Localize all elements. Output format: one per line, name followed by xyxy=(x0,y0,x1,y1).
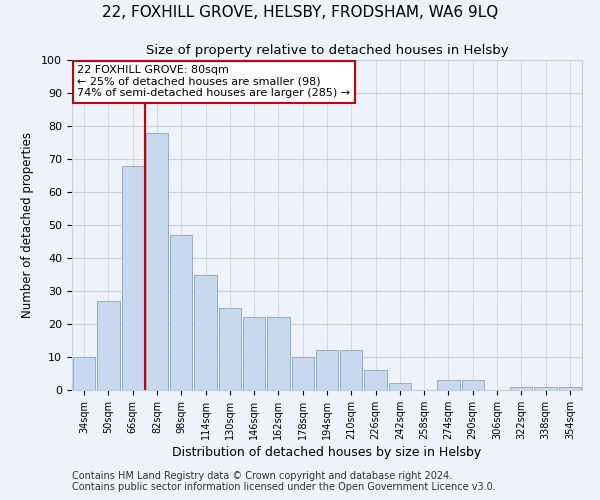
Bar xyxy=(73,357,95,390)
Title: Size of property relative to detached houses in Helsby: Size of property relative to detached ho… xyxy=(146,44,508,58)
Bar xyxy=(535,386,557,390)
Bar xyxy=(122,166,144,390)
Text: 22 FOXHILL GROVE: 80sqm
← 25% of detached houses are smaller (98)
74% of semi-de: 22 FOXHILL GROVE: 80sqm ← 25% of detache… xyxy=(77,65,350,98)
Y-axis label: Number of detached properties: Number of detached properties xyxy=(22,132,34,318)
Bar xyxy=(267,318,290,390)
Bar xyxy=(218,308,241,390)
Bar xyxy=(316,350,338,390)
Text: Contains HM Land Registry data © Crown copyright and database right 2024.
Contai: Contains HM Land Registry data © Crown c… xyxy=(72,471,496,492)
Bar xyxy=(364,370,387,390)
X-axis label: Distribution of detached houses by size in Helsby: Distribution of detached houses by size … xyxy=(172,446,482,459)
Bar xyxy=(389,384,411,390)
Bar xyxy=(97,301,119,390)
Bar xyxy=(146,132,168,390)
Bar xyxy=(437,380,460,390)
Bar xyxy=(461,380,484,390)
Bar xyxy=(170,235,193,390)
Bar xyxy=(292,357,314,390)
Bar xyxy=(194,274,217,390)
Bar xyxy=(340,350,362,390)
Text: 22, FOXHILL GROVE, HELSBY, FRODSHAM, WA6 9LQ: 22, FOXHILL GROVE, HELSBY, FRODSHAM, WA6… xyxy=(102,5,498,20)
Bar xyxy=(243,318,265,390)
Bar xyxy=(510,386,532,390)
Bar xyxy=(559,386,581,390)
